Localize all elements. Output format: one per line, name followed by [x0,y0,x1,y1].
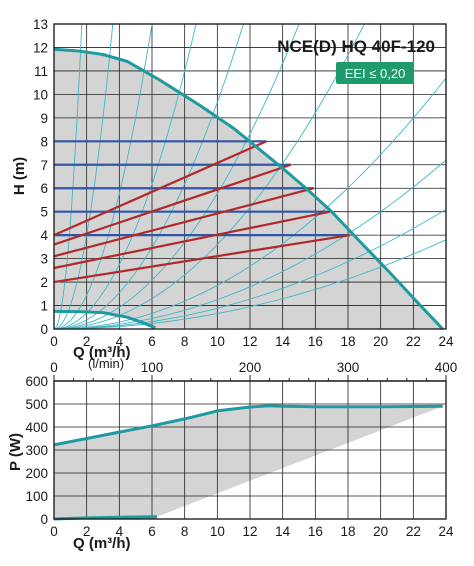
eei-badge-text: EEI ≤ 0,20 [345,66,406,81]
head-x-tick-labels: 0 2 4 6 8 10 12 14 16 18 20 22 24 [50,334,454,349]
power-y-tick-label: 500 [25,397,48,412]
proportional-pressure-line [53,187,314,258]
head-y-tick-label: 3 [40,252,48,267]
head-y-tick-label: 7 [40,158,48,173]
system-curve [53,159,447,330]
power-operating-area [54,405,443,519]
power-x-tick-label: 4 [116,524,124,539]
head-y-tick-label: 8 [40,134,48,149]
head-y-tick-label: 9 [40,111,48,126]
head-x-tick-label: 4 [116,334,124,349]
head-y-tick-label: 2 [40,275,48,290]
head-y-tick-label: 5 [40,205,48,220]
power-y-tick-label: 0 [40,512,48,527]
power-x-tick-label: 2 [83,524,91,539]
head-y-tick-label: 0 [40,322,48,337]
power-x-tick-label: 10 [210,524,225,539]
power-x-axis-label: Q (m³/h) [73,535,131,552]
power-x-tick-label: 20 [373,524,388,539]
proportional-pressure-line [53,140,267,237]
power-x-tick-label: 18 [340,524,355,539]
head-x-axis-label: Q (m³/h) [73,344,131,361]
lpm-tick-label: 100 [141,360,164,375]
lpm-tick-label: 200 [239,360,262,375]
head-y-tick-label: 4 [40,228,48,243]
head-y-tick-label: 13 [33,17,48,32]
head-x-tick-label: 12 [242,334,257,349]
system-curve [53,23,244,330]
proportional-pressure-line [53,234,350,284]
system-curve [53,77,447,330]
proportional-pressure-line [53,210,331,270]
head-y-tick-label: 6 [40,181,48,196]
power-y-tick-label: 300 [25,443,48,458]
head-max-curve [53,47,444,331]
head-x-tick-label: 2 [83,334,91,349]
proportional-pressure-lines [53,140,350,284]
lpm-tick-label: 300 [337,360,360,375]
power-area-fill [54,405,443,519]
power-x-tick-label: 22 [406,524,421,539]
lpm-tick-label: 0 [50,360,58,375]
lpm-tick-label: 400 [435,360,458,375]
head-x-tick-label: 16 [308,334,323,349]
head-x-tick-label: 0 [50,334,58,349]
constant-pressure-lines [54,140,350,237]
head-x-tick-label: 10 [210,334,225,349]
head-x-tick-label: 20 [373,334,388,349]
power-y-tick-label: 600 [25,374,48,389]
system-curves [53,23,447,330]
head-y-tick-label: 1 [40,299,48,314]
head-y-tick-label: 10 [33,87,48,102]
head-plot-frame [53,23,447,330]
power-y-tick-label: 200 [25,466,48,481]
system-curve [53,23,153,330]
chart-title: NCE(D) HQ 40F-120 [277,37,435,56]
power-y-axis-label: P (W) [7,433,24,471]
eei-badge [336,62,414,84]
head-x-tick-label: 24 [438,334,454,349]
head-x-tick-label: 18 [340,334,355,349]
head-x-tick-label: 6 [148,334,156,349]
head-min-curve [53,309,156,330]
system-curve [53,23,114,330]
head-x-tick-label: 22 [406,334,421,349]
power-grid [54,381,446,519]
power-x-tick-label: 8 [181,524,189,539]
lpm-axis-ticks: 0 100 200 300 400 [50,360,457,381]
head-curves [53,47,444,331]
system-curve [53,208,447,330]
system-curve [53,23,300,330]
power-x-tick-label: 0 [50,524,58,539]
power-x-tick-label: 6 [148,524,156,539]
head-y-axis-label: H (m) [11,157,28,195]
power-y-tick-labels: 0 100 200 300 400 500 600 [25,374,48,527]
head-x-tick-label: 8 [181,334,189,349]
head-y-tick-label: 12 [33,40,48,55]
head-y-tick-label: 11 [34,64,48,79]
power-x-tick-label: 12 [242,524,257,539]
system-curve [53,239,447,330]
power-x-tick-labels: 0 2 4 6 8 10 12 14 16 18 20 22 24 [50,524,454,539]
power-x-tick-label: 14 [275,524,291,539]
power-y-tick-label: 100 [25,489,48,504]
system-curve [53,23,365,330]
head-x-axis-label-lpm: (l/min) [88,356,124,371]
head-chart: 0 2 4 6 8 10 12 14 16 18 20 22 24 012345678910111213… [11,17,454,371]
power-x-tick-label: 24 [438,524,454,539]
head-x-tick-label: 14 [275,334,291,349]
power-y-tick-label: 400 [25,420,48,435]
power-plot-frame [53,380,447,520]
power-max-curve [53,404,443,447]
proportional-pressure-line [53,163,292,246]
power-x-tick-label: 16 [308,524,323,539]
